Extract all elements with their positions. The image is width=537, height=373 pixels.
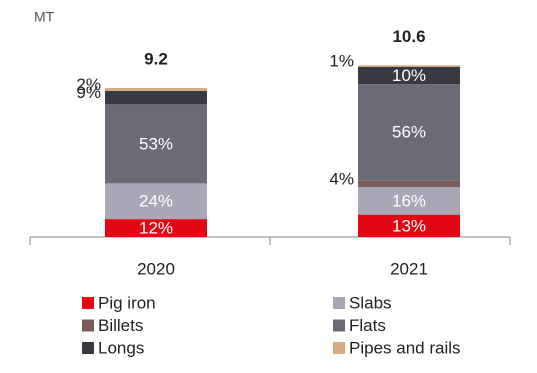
legend-label: Flats xyxy=(349,316,386,335)
data-label: 12% xyxy=(139,219,173,238)
legend-label: Longs xyxy=(98,338,144,357)
bar-segment xyxy=(358,180,460,188)
legend-label: Slabs xyxy=(349,293,392,312)
bar-segment xyxy=(358,214,460,237)
legend-label: Billets xyxy=(98,316,143,335)
bar-segment xyxy=(358,84,460,181)
data-label: 10% xyxy=(392,66,426,85)
data-label: 13% xyxy=(392,216,426,235)
bar-segment xyxy=(358,187,460,215)
legend-label: Pig iron xyxy=(98,293,156,312)
bar-segment xyxy=(105,104,207,184)
total-label: 9.2 xyxy=(144,49,168,68)
bar-segment xyxy=(105,90,207,105)
data-label: 24% xyxy=(139,192,173,211)
legend-swatch xyxy=(333,319,345,332)
bar-segment xyxy=(105,219,207,237)
data-label: 56% xyxy=(392,123,426,142)
data-label: 16% xyxy=(392,191,426,210)
data-label: 53% xyxy=(139,134,173,153)
legend-swatch xyxy=(82,342,94,354)
bar-segment xyxy=(105,87,207,91)
legend-swatch xyxy=(333,297,345,309)
data-label: 2% xyxy=(76,75,101,94)
x-tick-label: 2021 xyxy=(390,259,428,278)
legend-label: Pipes and rails xyxy=(349,338,461,357)
unit-label: MT xyxy=(34,9,55,25)
data-label: 1% xyxy=(329,52,354,71)
data-label: 9% xyxy=(76,83,101,102)
legend-swatch xyxy=(82,319,94,332)
legend-swatch xyxy=(82,297,94,309)
legend-swatch xyxy=(333,342,345,354)
bar-segment xyxy=(358,65,460,67)
data-label: 4% xyxy=(329,169,354,188)
bar-segment xyxy=(358,66,460,85)
bar-segment xyxy=(105,183,207,220)
total-label: 10.6 xyxy=(392,27,425,46)
x-tick-label: 2020 xyxy=(137,259,175,278)
